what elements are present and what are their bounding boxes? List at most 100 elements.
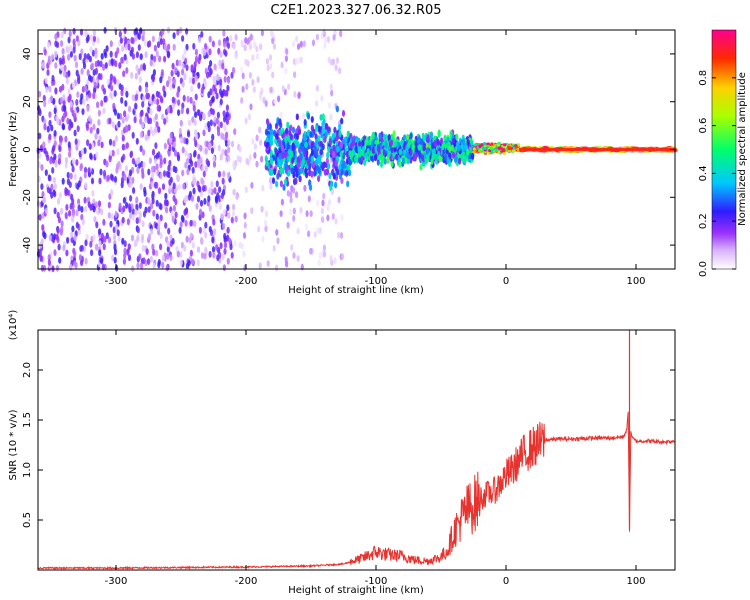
heatmap-cell xyxy=(222,41,227,48)
heatmap-cell xyxy=(127,43,131,51)
heatmap-cell xyxy=(480,143,484,147)
heatmap-cell xyxy=(294,191,299,199)
heatmap-cell xyxy=(295,35,299,43)
heatmap-cell xyxy=(340,214,344,221)
heatmap-cell xyxy=(310,155,315,163)
heatmap-cell xyxy=(48,119,52,127)
heatmap-cell xyxy=(249,43,253,50)
heatmap-cell xyxy=(364,139,368,146)
heatmap-cell xyxy=(65,45,69,53)
heatmap-cell xyxy=(137,44,141,51)
heatmap-cell xyxy=(69,100,73,108)
heatmap-cell xyxy=(142,149,146,156)
heatmap-cell xyxy=(446,156,450,164)
heatmap-cell xyxy=(84,205,88,213)
heatmap-cell xyxy=(329,148,333,156)
heatmap-cell xyxy=(303,119,307,126)
heatmap-cell xyxy=(86,105,90,112)
heatmap-cell xyxy=(67,70,71,77)
heatmap-cell xyxy=(81,108,85,115)
heatmap-cell xyxy=(194,111,198,118)
heatmap-cell xyxy=(226,77,231,84)
heatmap-cell xyxy=(315,100,319,107)
heatmap-cell xyxy=(202,129,206,137)
heatmap-cell xyxy=(56,227,60,235)
heatmap-cell xyxy=(178,127,182,135)
heatmap-cell xyxy=(225,111,229,118)
heatmap-cell xyxy=(141,233,145,241)
heatmap-cell xyxy=(145,92,149,100)
heatmap-cell xyxy=(87,201,91,209)
heatmap-cell xyxy=(53,183,58,190)
heatmap-cell xyxy=(60,31,64,39)
heatmap-cell xyxy=(292,207,296,215)
heatmap-cell xyxy=(343,162,347,169)
heatmap-cell xyxy=(53,153,57,161)
spectrogram-x-ticks: -300 -200 -100 0 100 xyxy=(105,30,646,287)
heatmap-cell xyxy=(109,91,113,99)
heatmap-cell xyxy=(112,226,116,234)
heatmap-cell xyxy=(256,76,260,83)
heatmap-cell xyxy=(306,129,311,137)
heatmap-cell xyxy=(273,168,277,176)
heatmap-cell xyxy=(314,159,318,167)
snr-series xyxy=(37,330,676,570)
heatmap-cell xyxy=(217,144,221,152)
heatmap-cell xyxy=(94,243,98,251)
heatmap-cell xyxy=(185,43,189,51)
heatmap-cell xyxy=(218,186,222,194)
heatmap-cell xyxy=(414,146,418,153)
heatmap-cell xyxy=(163,142,167,150)
heatmap-cell xyxy=(310,141,314,149)
heatmap-cell xyxy=(472,147,476,151)
heatmap-cell xyxy=(41,224,45,231)
heatmap-cell xyxy=(209,68,213,75)
heatmap-cell xyxy=(144,51,148,59)
heatmap-cell xyxy=(187,130,191,138)
heatmap-cell xyxy=(131,53,135,60)
heatmap-cell xyxy=(317,259,321,267)
heatmap-cell xyxy=(84,239,88,247)
heatmap-cell xyxy=(113,256,117,264)
heatmap-cell xyxy=(172,136,176,144)
heatmap-cell xyxy=(73,234,77,242)
heatmap-cell xyxy=(332,144,336,152)
heatmap-cell xyxy=(151,172,155,179)
heatmap-cell xyxy=(104,51,108,59)
heatmap-cell xyxy=(130,36,134,44)
heatmap-cell xyxy=(332,34,336,41)
heatmap-cell xyxy=(159,172,163,180)
heatmap-cell xyxy=(169,254,173,262)
heatmap-cell xyxy=(162,85,166,93)
spectrogram-y-ticks: -40 -20 0 20 40 xyxy=(22,48,675,253)
heatmap-cell xyxy=(197,57,201,65)
heatmap-cell xyxy=(145,248,149,256)
heatmap-cell xyxy=(221,148,225,156)
heatmap-cell xyxy=(221,62,225,70)
heatmap-cell xyxy=(79,164,83,172)
heatmap-cell xyxy=(147,129,151,137)
heatmap-cell xyxy=(89,126,93,134)
heatmap-cell xyxy=(66,171,70,179)
heatmap-cell xyxy=(285,127,289,135)
heatmap-cell xyxy=(117,120,121,128)
heatmap-cell xyxy=(61,58,65,65)
heatmap-cell xyxy=(198,214,202,221)
heatmap-cell xyxy=(170,210,174,218)
heatmap-cell xyxy=(248,154,252,162)
heatmap-cell xyxy=(88,91,92,99)
heatmap-cell xyxy=(172,165,176,173)
heatmap-cell xyxy=(180,107,184,115)
heatmap-cell xyxy=(142,161,146,169)
heatmap-cell xyxy=(55,264,60,272)
heatmap-cell xyxy=(303,184,307,192)
heatmap-cell xyxy=(192,187,196,195)
heatmap-cell xyxy=(75,99,79,106)
heatmap-cell xyxy=(86,34,90,42)
heatmap-cell xyxy=(135,203,139,211)
heatmap-cell xyxy=(47,259,52,266)
heatmap-cell xyxy=(59,96,63,104)
heatmap-cell xyxy=(154,142,158,150)
heatmap-cell xyxy=(284,160,288,168)
x-tick-label: 100 xyxy=(626,576,645,587)
